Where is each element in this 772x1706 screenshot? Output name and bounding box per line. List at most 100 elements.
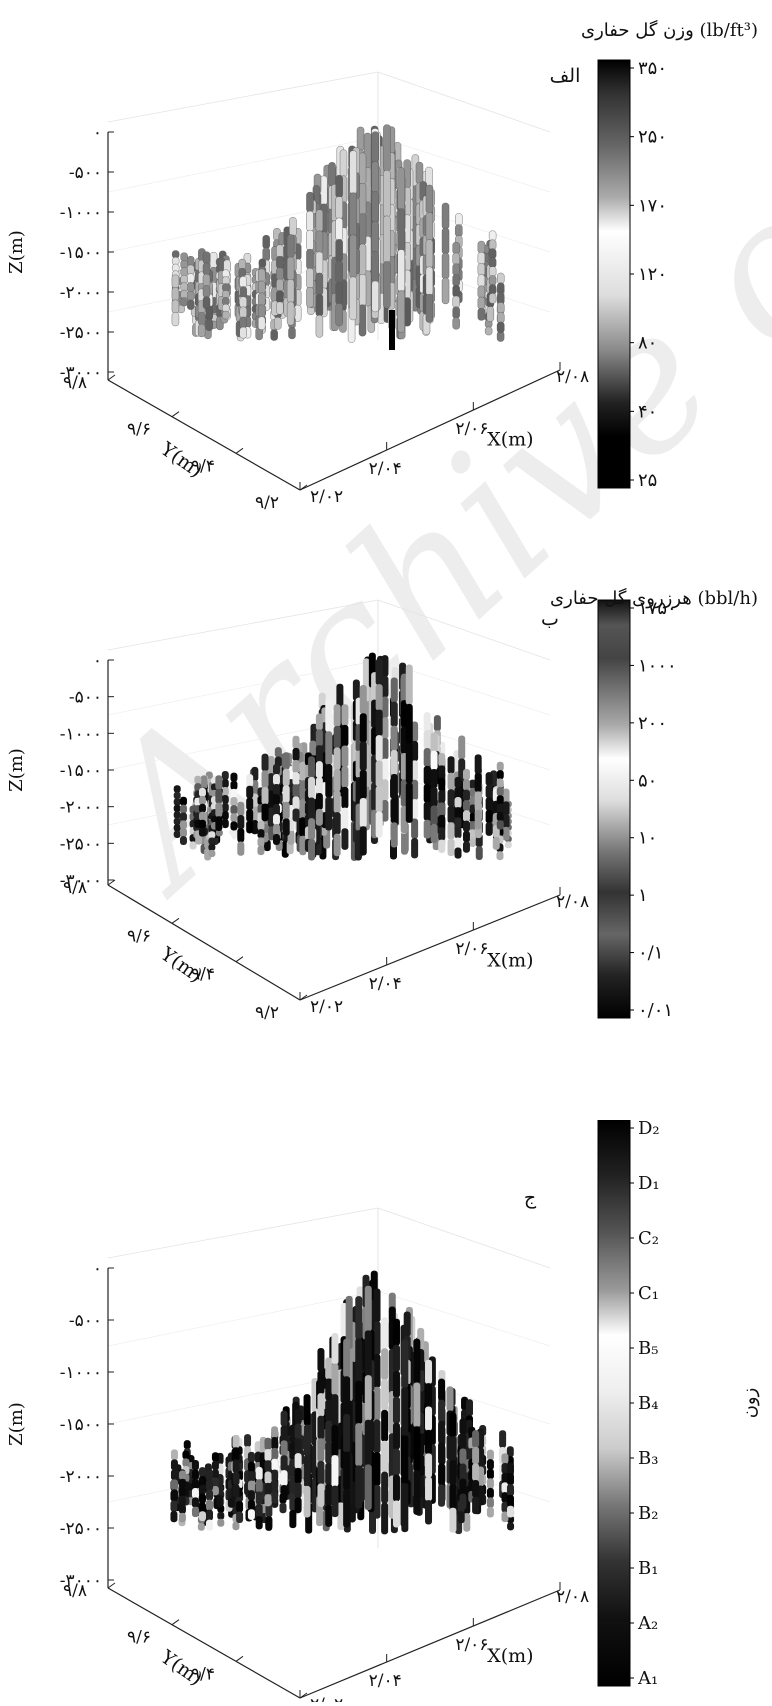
- well-segment: [452, 274, 460, 287]
- well-segment: [449, 1436, 457, 1462]
- well-segment: [247, 1461, 255, 1473]
- well-segment: [373, 1484, 381, 1519]
- well-segment: [462, 768, 470, 781]
- well-segment: [173, 811, 181, 819]
- well-segment: [289, 1458, 297, 1477]
- well-segment: [454, 847, 462, 859]
- well-segment: [425, 1500, 433, 1525]
- y-tick-label: ۹/۸: [63, 1581, 87, 1601]
- well-segment: [499, 1430, 507, 1448]
- y-tick-mark: [171, 1619, 180, 1626]
- well-segment: [375, 658, 383, 686]
- well-segment: [208, 831, 216, 839]
- well-segment: [315, 792, 323, 810]
- well-segment: [477, 274, 486, 288]
- well-segment: [486, 1459, 494, 1470]
- well-segment: [485, 822, 493, 836]
- well-segment: [501, 1511, 509, 1523]
- well-segment: [411, 837, 419, 859]
- well-segment: [198, 827, 206, 837]
- well-segment: [264, 1460, 272, 1473]
- colorbar-tick-label: ۰/۰۱: [638, 1000, 673, 1021]
- well-segment: [343, 1413, 351, 1453]
- well-segment: [477, 296, 486, 310]
- well-segment: [325, 796, 333, 831]
- well-segment: [276, 244, 284, 258]
- well-segment: [441, 202, 450, 230]
- well-segment: [230, 813, 238, 823]
- well-segment: [306, 210, 314, 232]
- y-axis-line: [107, 884, 301, 1001]
- well-segment: [280, 1470, 288, 1487]
- well-segment: [246, 809, 254, 822]
- well-segment: [271, 1480, 279, 1493]
- well-segment: [315, 293, 324, 317]
- well-segment: [477, 263, 486, 276]
- well-segment: [333, 747, 341, 770]
- well-segment: [355, 1423, 363, 1467]
- well-segment: [215, 775, 223, 790]
- well-segment: [485, 809, 493, 824]
- colorbar-tick-label: B₁: [638, 1558, 658, 1579]
- well-segment: [198, 1493, 206, 1504]
- well-segment: [294, 1453, 302, 1469]
- well-segment: [337, 1502, 345, 1530]
- well-segment: [472, 1430, 480, 1448]
- well-segment: [247, 1490, 255, 1501]
- well-segment: [371, 161, 379, 193]
- well-segment: [438, 765, 446, 779]
- grid-line: [377, 136, 551, 193]
- well-segment: [454, 837, 462, 849]
- well-segment: [449, 1483, 457, 1509]
- colorbar-tick-label: B₄: [638, 1393, 658, 1414]
- well-segment: [371, 250, 379, 283]
- well-segment: [270, 329, 278, 341]
- well-segment: [364, 1464, 372, 1511]
- well-segment: [459, 1448, 467, 1465]
- well-segment: [457, 1511, 465, 1524]
- well-segment: [341, 704, 349, 726]
- y-tick-label: ۹/۲: [255, 1003, 279, 1023]
- well-segment: [272, 773, 280, 785]
- well-segment: [239, 326, 247, 339]
- well-segment: [373, 1288, 381, 1323]
- well-segment: [438, 1420, 446, 1444]
- colorbar-tick-label: ۸۰: [638, 333, 657, 354]
- well-segment: [257, 292, 266, 306]
- well-segment: [486, 306, 495, 322]
- well-segment: [211, 1452, 219, 1462]
- well-segment: [501, 1472, 509, 1484]
- well-segment: [454, 786, 462, 799]
- grid-line: [377, 599, 551, 661]
- well-segment: [488, 257, 497, 268]
- colorbar-tick-label: ۱۷۰: [638, 195, 667, 216]
- well-segment: [179, 804, 187, 814]
- colorbar-tick-label: ۱۰: [638, 828, 657, 849]
- well-segment: [294, 1423, 302, 1440]
- well-segment: [496, 786, 504, 797]
- well-segment: [381, 655, 389, 677]
- well-segment: [289, 1441, 297, 1460]
- well-segment: [485, 772, 493, 786]
- x-tick-label: ۲/۰۶: [455, 1635, 488, 1655]
- well-segment: [173, 798, 181, 806]
- well-segment: [215, 788, 223, 804]
- well-segment: [339, 149, 348, 177]
- z-tick-label: -۱۵۰۰: [60, 243, 102, 263]
- well-segment: [359, 685, 367, 715]
- z-tick-label: -۱۰۰۰: [60, 1363, 102, 1383]
- well-segment: [411, 740, 419, 762]
- well-segment: [486, 1468, 494, 1480]
- well-segment: [221, 779, 229, 789]
- well-segment: [208, 837, 216, 845]
- colorbar-tick-label: ۰/۱: [638, 943, 663, 964]
- well-segment: [375, 785, 383, 813]
- well-segment: [206, 1509, 214, 1521]
- grid-line: [377, 71, 551, 133]
- well-segment: [317, 1483, 325, 1508]
- well-segment: [501, 1482, 509, 1494]
- well-segment: [303, 1424, 311, 1457]
- well-segment: [390, 749, 398, 776]
- well-segment: [449, 1460, 457, 1485]
- well-segment: [180, 289, 188, 299]
